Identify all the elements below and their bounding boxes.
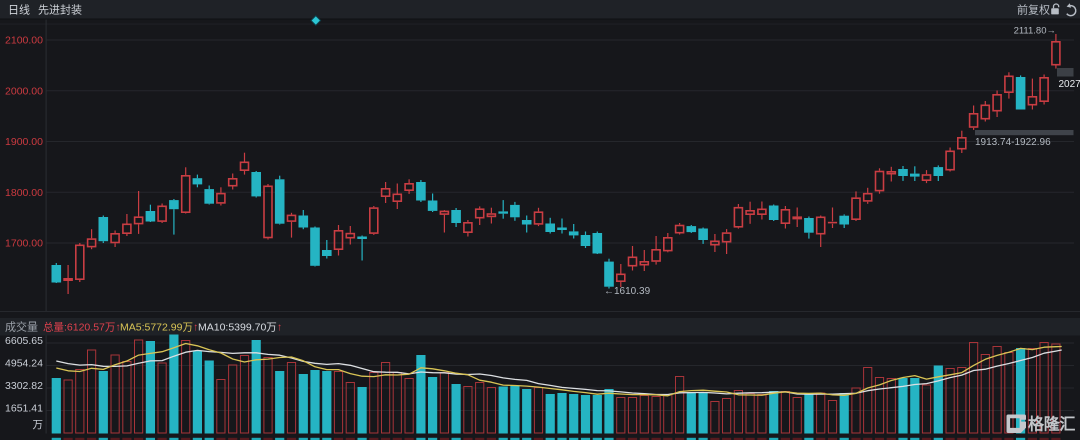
svg-text:前复权: 前复权 <box>1017 3 1050 17</box>
svg-text:2111.80→: 2111.80→ <box>1014 26 1056 37</box>
svg-text:成交量: 成交量 <box>5 320 38 334</box>
svg-text:1800.00: 1800.00 <box>5 187 43 199</box>
svg-text:1900.00: 1900.00 <box>5 136 43 148</box>
svg-text:3302.82: 3302.82 <box>5 380 43 392</box>
svg-text:MA10:5399.70万↑: MA10:5399.70万↑ <box>198 322 282 334</box>
svg-text:先进封装: 先进封装 <box>38 3 82 17</box>
svg-text:2100.00: 2100.00 <box>5 35 43 47</box>
svg-text:1651.41: 1651.41 <box>5 403 43 415</box>
svg-text:格隆汇: 格隆汇 <box>1028 415 1075 434</box>
svg-text:←1610.39: ←1610.39 <box>604 286 651 297</box>
svg-text:1700.00: 1700.00 <box>5 238 43 250</box>
svg-text:2000.00: 2000.00 <box>5 85 43 97</box>
svg-text:2027.: 2027. <box>1059 79 1080 90</box>
svg-text:4954.24: 4954.24 <box>5 358 43 370</box>
svg-text:1913.74-1922.96: 1913.74-1922.96 <box>975 137 1051 148</box>
svg-text:MA5:5772.99万↑: MA5:5772.99万↑ <box>120 322 198 334</box>
svg-text:万: 万 <box>33 419 44 431</box>
svg-text:日线: 日线 <box>8 3 30 17</box>
svg-text:6605.65: 6605.65 <box>5 335 43 347</box>
svg-text:总量:6120.57万↑: 总量:6120.57万↑ <box>43 321 121 334</box>
